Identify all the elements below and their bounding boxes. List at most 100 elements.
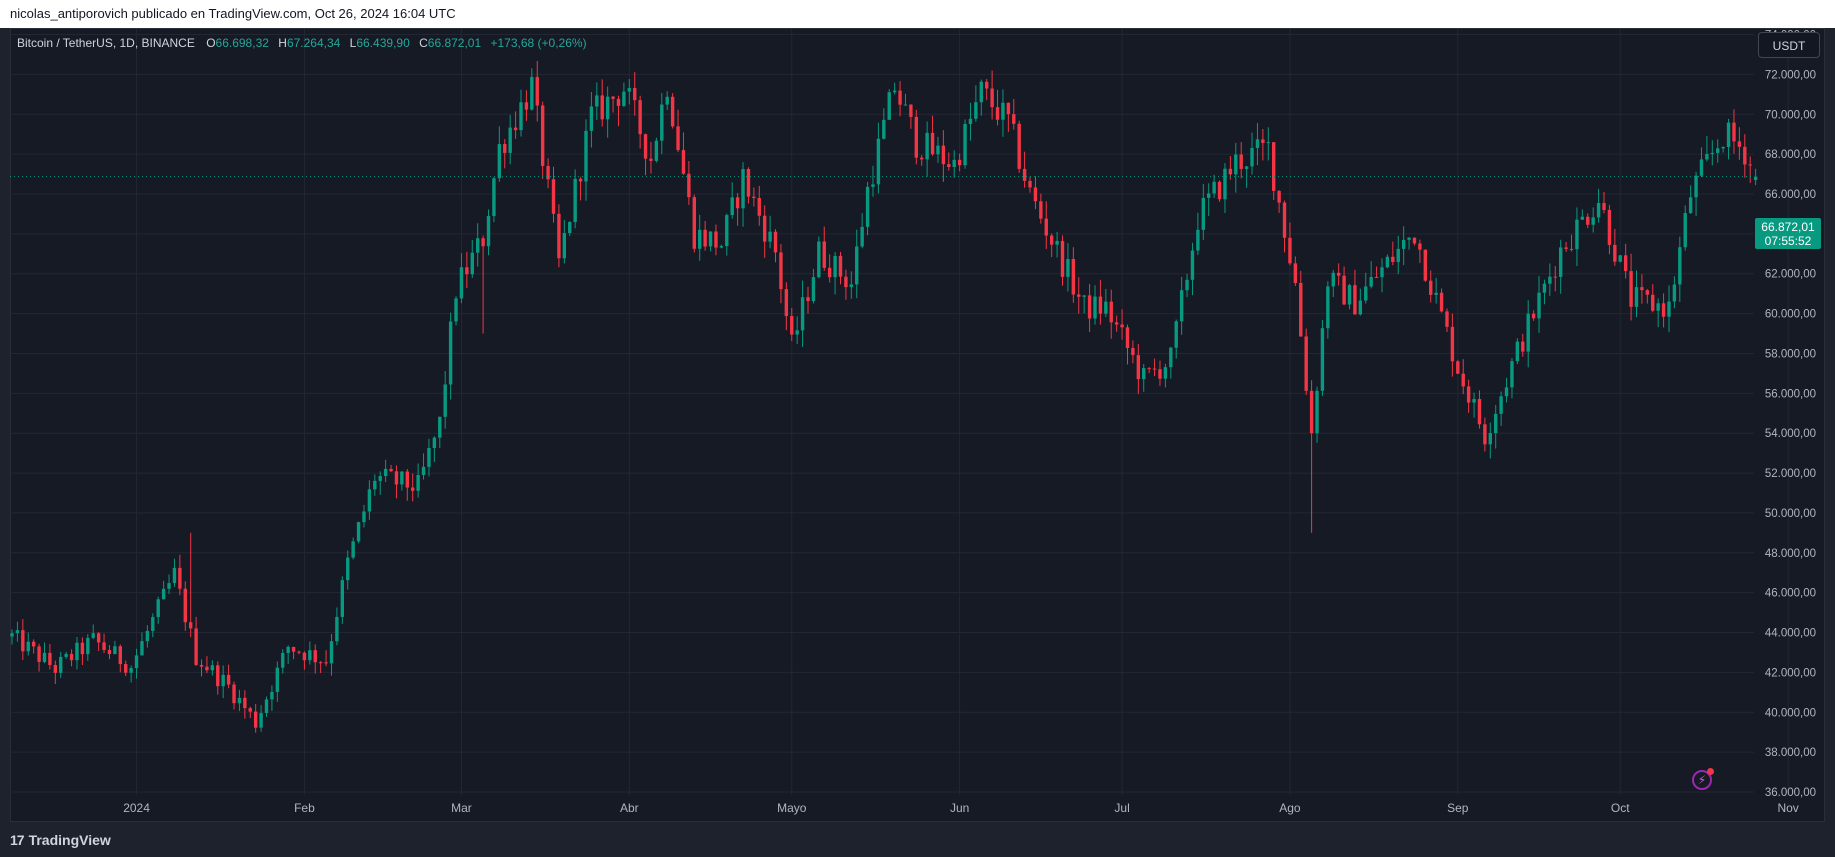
candle: [297, 650, 301, 655]
candle-body: [1401, 239, 1406, 249]
candle: [643, 133, 648, 176]
candle: [649, 141, 653, 174]
candle: [96, 632, 101, 651]
candle: [438, 416, 442, 448]
candle: [459, 253, 464, 304]
candle-body: [421, 466, 426, 475]
candle-body: [1591, 217, 1595, 225]
candle: [1537, 276, 1541, 333]
candle: [448, 312, 453, 400]
candle-body: [714, 231, 718, 248]
candle: [1288, 222, 1292, 266]
candle: [351, 537, 355, 560]
candle-body: [31, 641, 36, 647]
candle: [551, 166, 556, 223]
candle-body: [340, 580, 345, 617]
candle-body: [199, 664, 204, 667]
candle: [156, 596, 160, 624]
candle-body: [698, 229, 702, 249]
candle: [930, 115, 935, 156]
candle-body: [470, 252, 474, 275]
chart-frame[interactable]: [10, 28, 1825, 822]
candle-body: [1169, 347, 1173, 368]
candle: [784, 282, 789, 331]
candle: [773, 229, 778, 263]
candle: [638, 95, 642, 149]
candle-body: [1142, 368, 1146, 380]
candle: [687, 161, 691, 205]
candle: [167, 574, 171, 595]
candle: [1602, 191, 1606, 214]
candle-body: [1309, 390, 1314, 434]
candle-body: [297, 651, 301, 653]
candle-body: [1504, 387, 1509, 397]
candle: [346, 550, 350, 590]
candle: [302, 651, 307, 670]
low-value: 66.439,90: [356, 36, 410, 50]
currency-button[interactable]: USDT: [1758, 32, 1820, 58]
lightning-icon[interactable]: ⚡: [1692, 768, 1714, 790]
candle: [849, 271, 854, 299]
symbol-title[interactable]: Bitcoin / TetherUS, 1D, BINANCE: [17, 36, 195, 50]
candle: [1196, 212, 1200, 255]
candle: [421, 453, 426, 480]
candle: [313, 644, 317, 674]
candle-body: [1450, 326, 1455, 362]
candle-body: [1542, 283, 1547, 293]
tradingview-brand[interactable]: 17 TradingView: [10, 832, 111, 848]
time-tick-label: Sep: [1447, 801, 1469, 815]
candle-body: [1423, 249, 1428, 281]
candle-body: [1022, 168, 1027, 181]
candle-body: [264, 699, 269, 714]
candle-body: [1326, 286, 1330, 329]
candle-body: [1174, 321, 1178, 348]
candle-body: [124, 664, 128, 673]
candle-body: [627, 87, 632, 92]
candle: [1683, 205, 1687, 251]
candle-body: [1098, 296, 1103, 314]
candle: [210, 660, 215, 676]
candle: [1336, 263, 1341, 286]
candle-body: [1104, 301, 1108, 314]
candle-body: [643, 134, 648, 159]
candle-body: [1575, 219, 1579, 250]
candle-body: [687, 173, 691, 198]
candle: [1553, 266, 1557, 292]
candle-body: [48, 652, 52, 666]
candle: [524, 90, 529, 121]
candle-body: [990, 88, 994, 108]
candle-body: [248, 708, 252, 712]
candle-body: [216, 665, 220, 687]
candle: [1391, 241, 1395, 266]
candle: [660, 93, 664, 155]
candle-body: [226, 674, 231, 685]
candle-body: [1683, 213, 1687, 248]
candle: [69, 649, 74, 667]
candle-body: [172, 567, 177, 584]
candle: [216, 661, 220, 695]
candle-body: [1125, 327, 1130, 349]
candle: [113, 640, 117, 655]
candle-body: [113, 646, 117, 655]
candle: [102, 633, 106, 654]
candle-body: [378, 476, 382, 481]
candle: [519, 89, 523, 137]
candle: [1699, 147, 1704, 178]
candle-body: [1299, 282, 1303, 337]
candle-body: [1261, 139, 1265, 144]
candle: [86, 634, 90, 661]
candle: [1320, 319, 1325, 397]
candle: [725, 213, 729, 256]
candle: [1044, 201, 1048, 249]
candle-body: [400, 471, 404, 485]
candle: [1521, 333, 1525, 357]
candle: [616, 95, 621, 127]
last-price-value: 66.872,01: [1761, 220, 1815, 234]
time-axis: 2024 Feb Mar Abr Mayo Jun Jul Ago Sep Oct Nov: [123, 801, 1799, 815]
candle-body: [1553, 276, 1557, 278]
candle-body: [860, 226, 864, 247]
candle: [1466, 379, 1471, 413]
candle-body: [1288, 237, 1292, 264]
candle-body: [974, 102, 978, 119]
